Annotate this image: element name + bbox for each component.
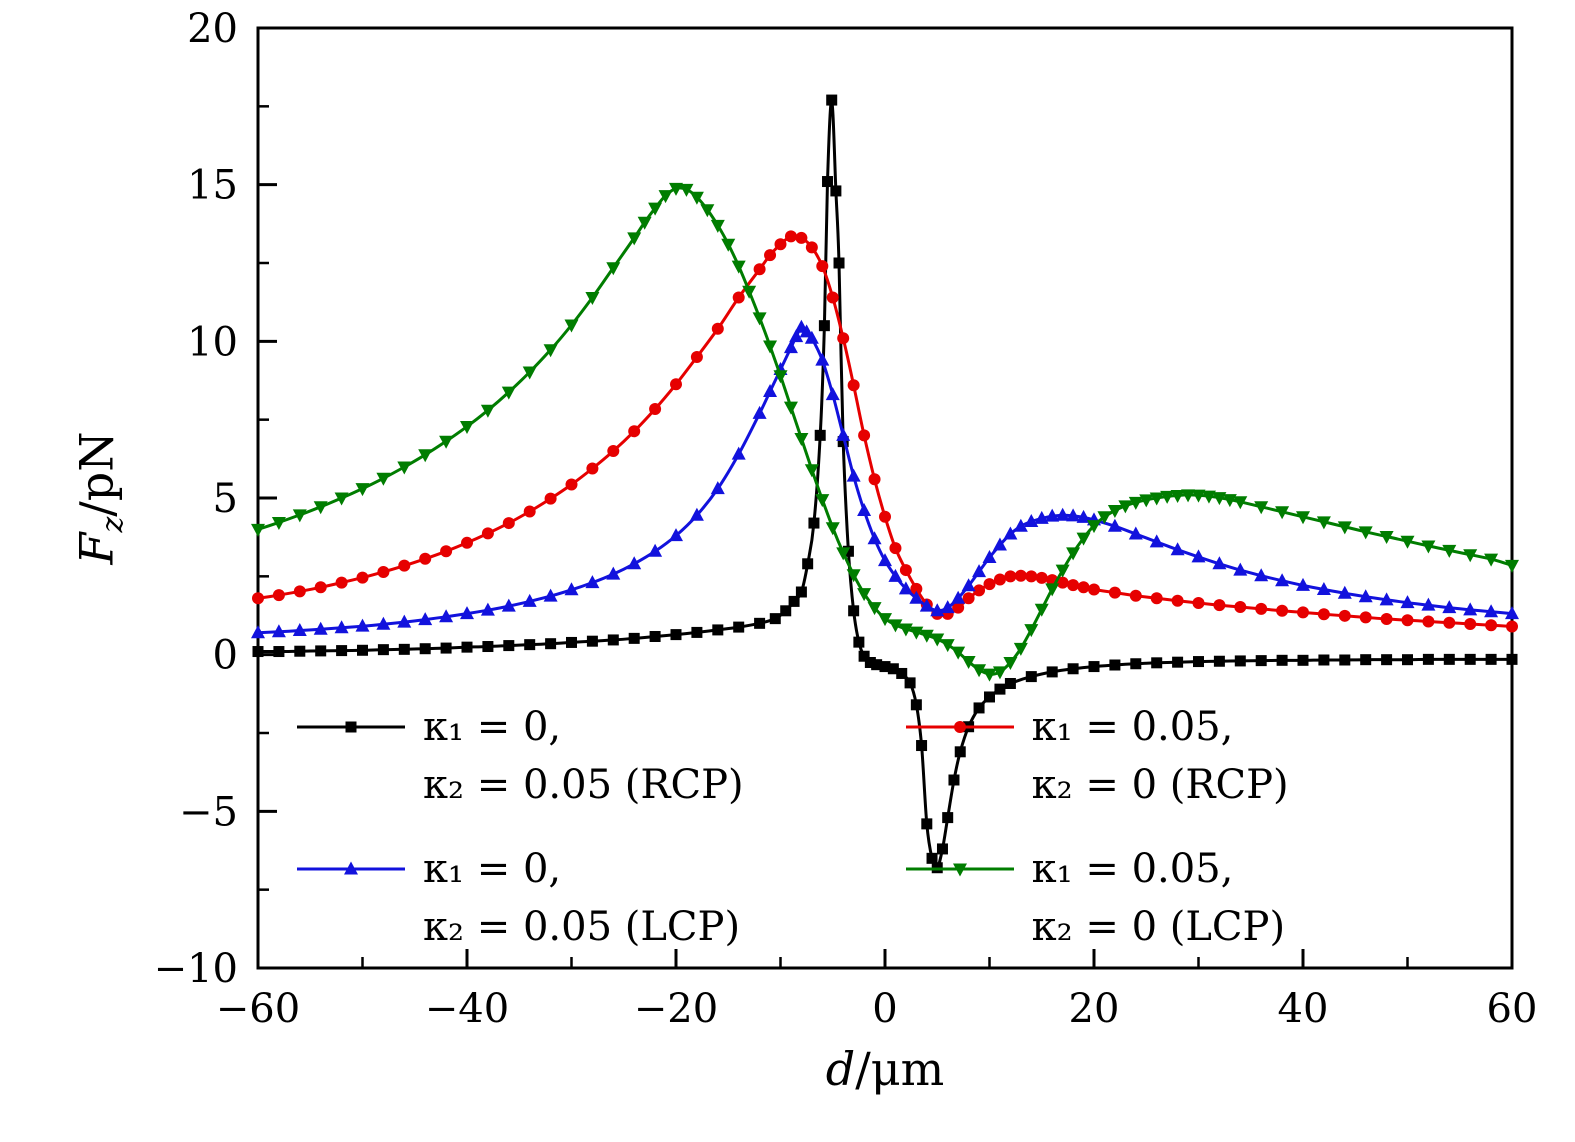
series-line [257,234,1513,628]
y-tick-label: 0 [213,633,238,679]
legend-line2: κ₂ = 0 (LCP) [1031,904,1286,950]
x-tick-label: 20 [1069,986,1120,1032]
y-tick-label: 15 [187,163,238,209]
legend-swatch-triangle-down-icon [904,854,1016,884]
series-k1-0-k2-0.05-RCP [252,94,1518,874]
y-tick-label: 5 [213,476,238,522]
series-k1-0.05-k2-0-RCP [252,230,1518,633]
legend: κ₁ = 0, κ₂ = 0.05 (RCP) κ₁ = 0.05, κ₂ = … [295,698,1289,956]
legend-label: κ₁ = 0.05, κ₂ = 0 (LCP) [1032,840,1285,956]
x-tick-label: 0 [872,986,897,1032]
series-line [257,186,1513,676]
legend-line1: κ₁ = 0.05, [1031,704,1234,750]
legend-swatch-circle-icon [904,712,1016,742]
x-tick-label: −60 [216,986,300,1032]
x-tick-label: −40 [425,986,509,1032]
legend-entry-green-lcp: κ₁ = 0.05, κ₂ = 0 (LCP) [904,840,1289,956]
legend-line2: κ₂ = 0 (RCP) [1031,762,1289,808]
legend-line1: κ₁ = 0.05, [1031,846,1234,892]
legend-line2: κ₂ = 0.05 (RCP) [423,762,744,808]
x-tick-label: 40 [1278,986,1329,1032]
plot-frame [256,26,1514,970]
series-k1-0.05-k2-0-LCP [251,182,1519,682]
legend-entry-blue-lcp: κ₁ = 0, κ₂ = 0.05 (LCP) [295,840,744,956]
x-tick-label: 60 [1487,986,1538,1032]
legend-label: κ₁ = 0, κ₂ = 0.05 (LCP) [423,840,740,956]
legend-swatch-triangle-up-icon [295,854,407,884]
legend-entry-black-rcp: κ₁ = 0, κ₂ = 0.05 (RCP) [295,698,744,814]
legend-label: κ₁ = 0, κ₂ = 0.05 (RCP) [423,698,744,814]
legend-line2: κ₂ = 0.05 (LCP) [423,904,741,950]
y-axis-label: Fz/pN [70,432,131,565]
y-axis-subscript: z [95,516,131,533]
series-k1-0-k2-0.05-LCP [251,319,1519,639]
x-axis-unit: /μm [855,1042,945,1096]
legend-line1: κ₁ = 0, [423,704,562,750]
legend-label: κ₁ = 0.05, κ₂ = 0 (RCP) [1032,698,1289,814]
y-tick-label: 20 [187,6,238,52]
legend-line1: κ₁ = 0, [423,846,562,892]
y-tick-label: −5 [179,789,238,835]
x-tick-label: −20 [634,986,718,1032]
y-tick-label: −10 [154,946,238,992]
legend-swatch-square-icon [295,712,407,742]
x-axis-symbol: d [825,1042,856,1096]
legend-entry-red-rcp: κ₁ = 0.05, κ₂ = 0 (RCP) [904,698,1289,814]
y-axis-unit: /pN [69,431,124,517]
y-axis-symbol: F [69,532,124,565]
y-tick-label: 10 [187,319,238,365]
x-axis-label: d/μm [826,1042,944,1096]
